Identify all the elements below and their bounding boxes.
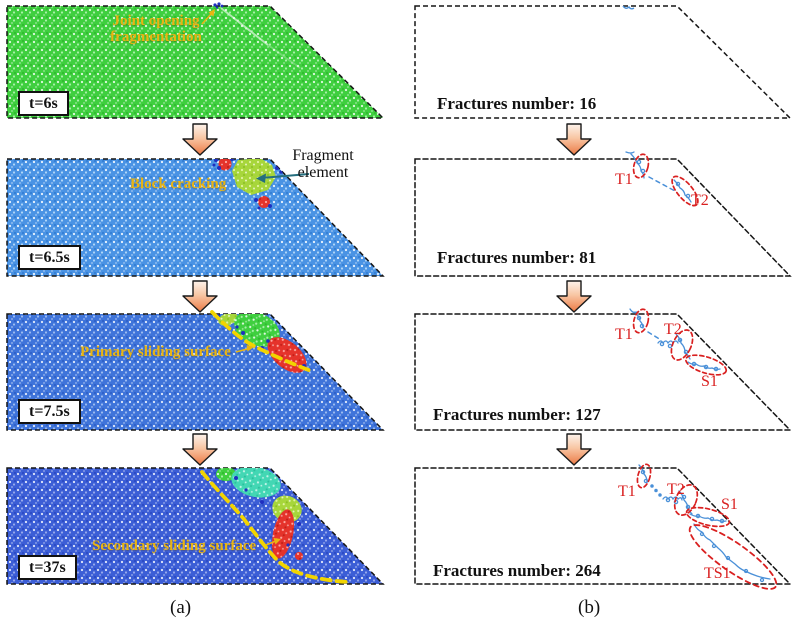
callout-fragment-element: Fragment element (285, 147, 361, 181)
primary-sliding-surface-line (210, 310, 316, 374)
fracture-traces (638, 464, 771, 583)
ellipse-s1 (685, 506, 731, 528)
time-label-t6s: t=6s (18, 91, 69, 116)
fracture-label-s1: S1 (721, 496, 738, 513)
ellipse-s1 (684, 354, 728, 376)
panel-b4-fractures (414, 463, 792, 590)
time-label-t37s: t=37s (18, 555, 77, 580)
annotation-arrow (201, 9, 215, 25)
fragment-element-blob (232, 159, 276, 195)
fracture-label-t1: T1 (615, 326, 633, 343)
ellipse-t2 (673, 484, 699, 516)
annotation-line: Joint opening (112, 13, 200, 29)
fracture-label-s1: S1 (701, 373, 718, 390)
fracture-label-t2: T2 (664, 321, 682, 338)
panel-a2-slope (6, 158, 385, 277)
callout-arrow (256, 173, 310, 183)
fracture-traces (625, 151, 692, 203)
caption-b: (b) (578, 597, 601, 618)
joint-opening-particles (213, 2, 224, 9)
caption-a: (a) (170, 597, 192, 618)
fracture-seed (622, 5, 635, 10)
annotation-arrow (265, 538, 281, 546)
fragment-green (234, 314, 280, 347)
fractures-count-81: Fractures number: 81 (437, 248, 597, 267)
ellipse-t1 (636, 463, 652, 489)
fracture-label-t2: T2 (667, 481, 685, 498)
secondary-sliding-surface-line (200, 470, 350, 584)
panel-b1-fractures (414, 5, 792, 119)
time-label-t7-5s: t=7.5s (18, 399, 81, 424)
annotation-secondary-sliding-surface: Secondary sliding surface (92, 538, 257, 554)
annotation-primary-sliding-surface: Primary sliding surface (80, 344, 231, 360)
main-fracture-path (693, 523, 771, 580)
ellipse-t2 (671, 175, 699, 207)
fracture-label-t1: T1 (618, 483, 636, 500)
fracture-label-t1: T1 (615, 171, 633, 188)
fractures-count-127: Fractures number: 127 (433, 405, 601, 424)
panel-a4-slope (6, 467, 385, 585)
ellipse-t2 (670, 329, 694, 361)
ellipse-t1 (632, 308, 650, 334)
callout-line: Fragment (292, 147, 354, 164)
fracture-label-ts1: TS1 (704, 565, 731, 582)
fragment-teal (231, 468, 281, 498)
panel-a1-slope (6, 2, 385, 119)
annotation-joint-opening-fragmentation: Joint opening fragmentation (95, 13, 217, 45)
fractures-count-16: Fractures number: 16 (437, 94, 597, 113)
down-arrow-icon (182, 433, 218, 466)
fragment-green-small (216, 468, 236, 481)
ellipse-ts1 (688, 524, 778, 590)
annotation-arrow (235, 345, 254, 353)
down-arrow-icon (182, 280, 218, 313)
cracked-particles-red (218, 159, 232, 171)
down-arrow-icon (182, 123, 218, 156)
callout-line: element (297, 164, 349, 181)
fragment-red (267, 337, 307, 373)
down-arrow-icon (556, 433, 592, 466)
ellipse-t1 (632, 153, 650, 179)
panel-a3-slope (6, 310, 385, 431)
annotation-block-cracking: Block cracking (130, 176, 227, 192)
down-arrow-icon (556, 123, 592, 156)
down-arrow-icon (556, 280, 592, 313)
annotation-line: fragmentation (110, 29, 202, 45)
fractures-count-264: Fractures number: 264 (433, 561, 601, 580)
panel-b3-fractures (414, 308, 792, 431)
time-label-t6-5s: t=6.5s (18, 245, 81, 270)
panel-b2-fractures (414, 151, 792, 277)
joint-plane-line (220, 7, 269, 46)
fracture-label-t2: T2 (691, 192, 709, 209)
